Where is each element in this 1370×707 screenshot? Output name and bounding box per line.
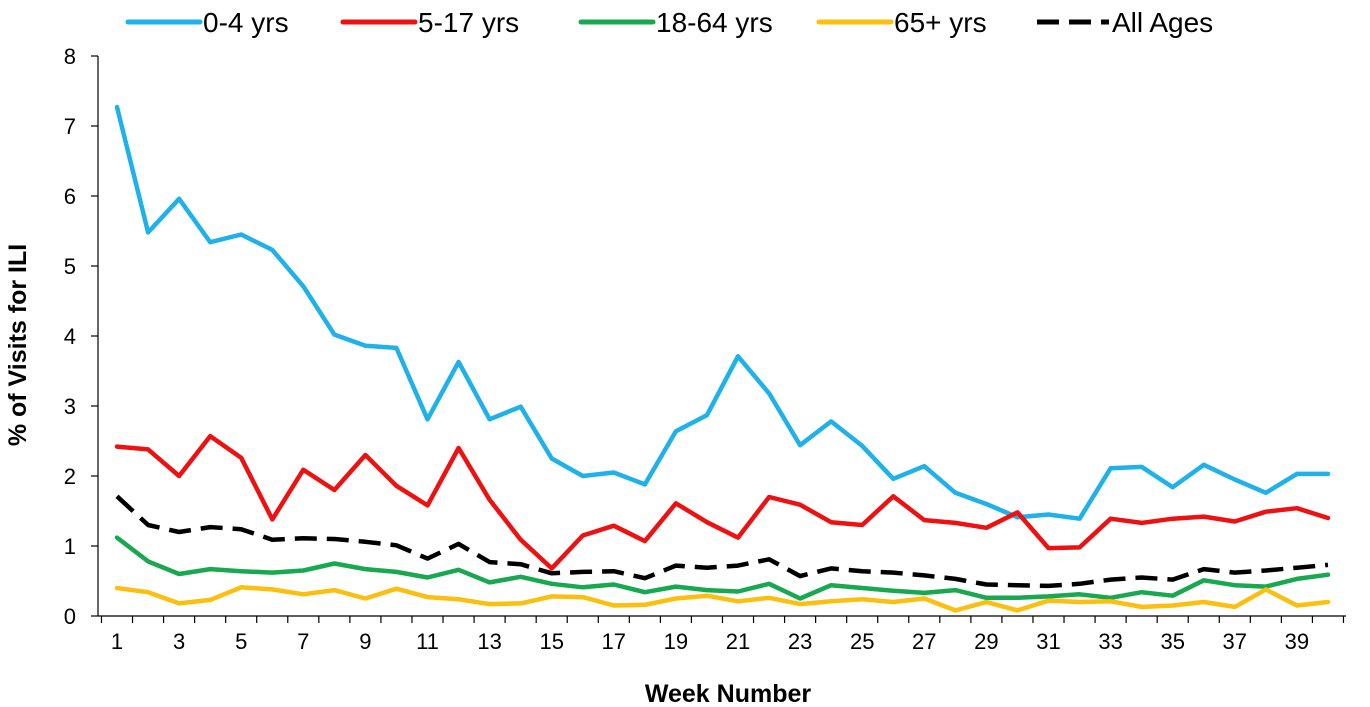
y-tick-label: 8	[64, 44, 76, 69]
legend-label: 18-64 yrs	[656, 7, 773, 38]
series-layer	[114, 104, 1331, 613]
x-tick-label: 7	[297, 629, 309, 654]
x-tick-label: 9	[359, 629, 371, 654]
x-tick-label: 5	[235, 629, 247, 654]
x-tick-label: 25	[850, 629, 874, 654]
y-tick-label: 1	[64, 534, 76, 559]
x-tick-label: 17	[602, 629, 626, 654]
x-tick-label: 3	[173, 629, 185, 654]
x-tick-label: 37	[1223, 629, 1247, 654]
series-line-5-17-yrs	[114, 433, 1331, 571]
y-tick-label: 5	[64, 254, 76, 279]
y-tick-label: 4	[64, 324, 76, 349]
y-tick-label: 0	[64, 604, 76, 629]
x-tick-label: 35	[1160, 629, 1184, 654]
x-axis-title: Week Number	[645, 680, 812, 707]
legend-label: All Ages	[1112, 7, 1213, 38]
legend-label: 65+ yrs	[894, 7, 987, 38]
y-axis-title: % of Visits for ILI	[4, 244, 32, 446]
x-tick-label: 21	[726, 629, 750, 654]
y-tick-label: 3	[64, 394, 76, 419]
legend-label: 0-4 yrs	[203, 7, 289, 38]
y-tick-label: 7	[64, 114, 76, 139]
x-tick-label: 15	[539, 629, 563, 654]
series-line-65-yrs	[114, 585, 1331, 613]
x-tick-label: 1	[111, 629, 123, 654]
x-tick-label: 27	[912, 629, 936, 654]
x-axis: 1 3 5 7 9 11 13 15 17 19 21 23 25 27 29 31 33 35 37 39	[98, 615, 1346, 654]
y-tick-label: 6	[64, 184, 76, 209]
x-tick-label: 33	[1098, 629, 1122, 654]
series-line-0-4-yrs	[114, 104, 1331, 521]
series-line-18-64-yrs	[114, 535, 1331, 601]
x-tick-label: 11	[416, 629, 439, 654]
y-axis: 0 1 2 3 4 5 6 7 8	[64, 44, 99, 629]
x-tick-label: 19	[664, 629, 688, 654]
y-tick-label: 2	[64, 464, 76, 489]
x-tick-label: 29	[974, 629, 998, 654]
x-tick-label: 31	[1036, 629, 1060, 654]
x-tick-label: 39	[1285, 629, 1309, 654]
legend-label: 5-17 yrs	[418, 7, 519, 38]
x-tick-label: 23	[788, 629, 812, 654]
x-tick-label: 13	[477, 629, 501, 654]
legend: 0-4 yrs 5-17 yrs 18-64 yrs 65+ yrs All Ages	[125, 7, 1213, 38]
